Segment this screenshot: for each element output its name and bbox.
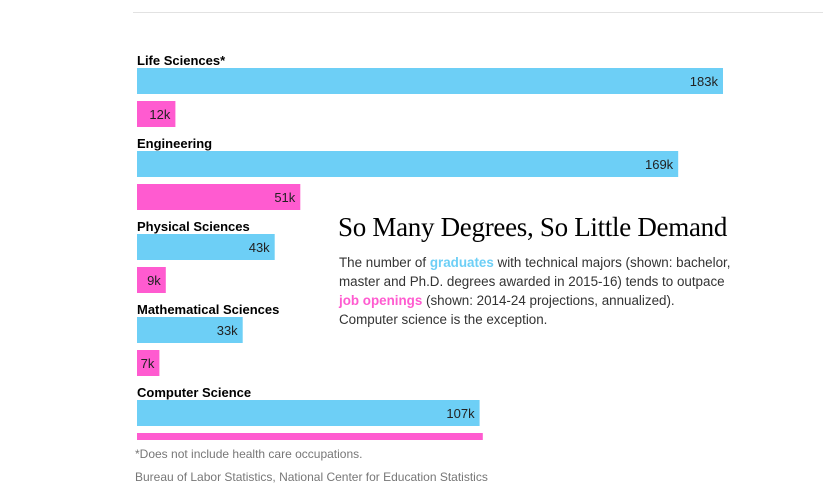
bar-graduates-engineering: [137, 151, 679, 177]
data-label-graduates-computer-science: 107k: [446, 406, 475, 421]
data-label-graduates-physical-sciences: 43k: [249, 240, 270, 255]
source-note: Bureau of Labor Statistics, National Cen…: [135, 470, 488, 484]
data-label-graduates-engineering: 169k: [645, 157, 674, 172]
bar-chart: Life Sciences* 183k 12k Engineering 169k 51k P…: [137, 53, 723, 440]
description-text-2: with technical majors (shown: bachelor, …: [339, 255, 731, 289]
data-label-graduates-life-sciences: 183k: [690, 74, 719, 89]
category-label-mathematical-sciences: Mathematical Sciences: [137, 302, 279, 317]
data-label-job-openings-mathematical-sciences: 7k: [141, 356, 155, 371]
bar-graduates-physical-sciences: [137, 234, 275, 260]
bar-graduates-mathematical-sciences: [137, 317, 243, 343]
data-label-job-openings-engineering: 51k: [274, 190, 295, 205]
chart-description: The number of graduates with technical m…: [339, 253, 734, 329]
description-text-1: The number of: [339, 255, 430, 270]
bar-job-openings-mathematical-sciences: [137, 350, 160, 376]
data-label-job-openings-life-sciences: 12k: [149, 107, 170, 122]
bar-graduates-computer-science: [137, 400, 480, 426]
category-label-physical-sciences: Physical Sciences: [137, 219, 250, 234]
legend-graduates: graduates: [429, 255, 494, 270]
chart-title: So Many Degrees, So Little Demand: [338, 212, 728, 242]
category-label-engineering: Engineering: [137, 136, 212, 151]
category-label-computer-science: Computer Science: [137, 385, 251, 400]
bar-job-openings-engineering: [137, 184, 301, 210]
bar-job-openings-computer-science: [137, 433, 483, 440]
footnote: *Does not include health care occupation…: [135, 447, 363, 461]
data-label-job-openings-computer-science: 108k: [450, 439, 479, 440]
bar-job-openings-physical-sciences: [137, 267, 166, 293]
data-label-job-openings-physical-sciences: 9k: [147, 273, 161, 288]
bar-job-openings-life-sciences: [137, 101, 176, 127]
category-label-life-sciences: Life Sciences*: [137, 53, 226, 68]
data-label-graduates-mathematical-sciences: 33k: [217, 323, 238, 338]
top-divider: [133, 12, 823, 13]
bar-graduates-life-sciences: [137, 68, 723, 94]
description-text-3: (shown: 2014-24 projections, annualized)…: [339, 293, 675, 327]
legend-job-openings: job openings: [339, 293, 423, 308]
